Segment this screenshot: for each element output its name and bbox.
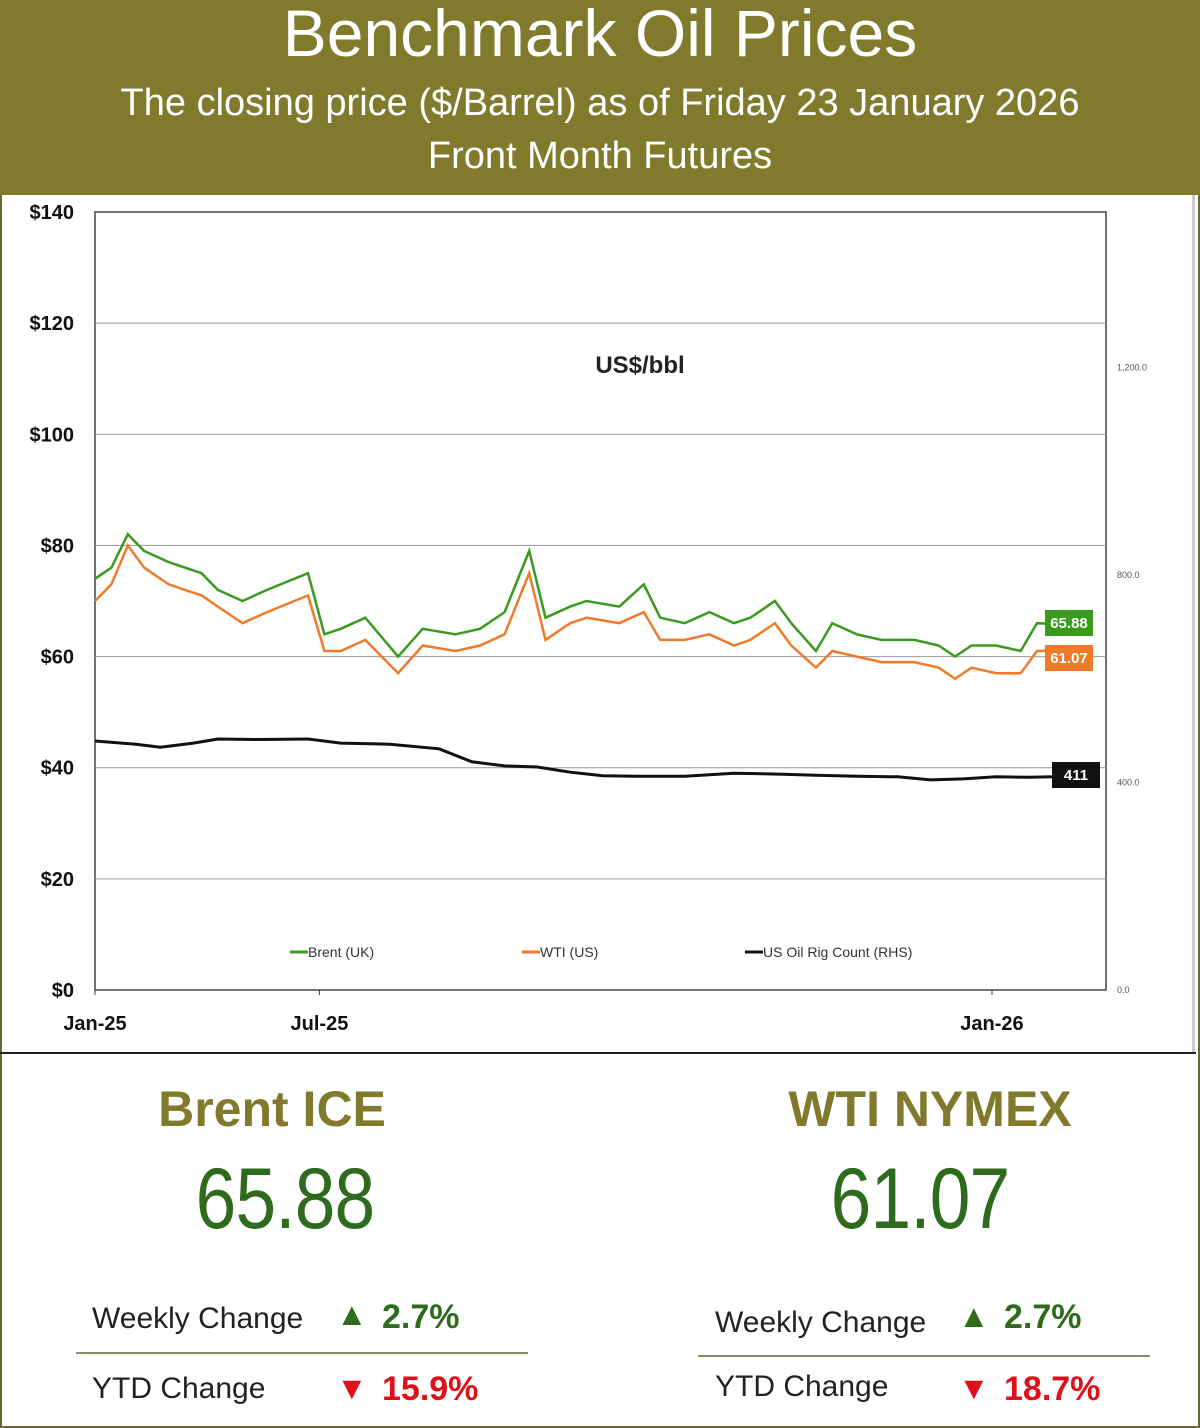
section-divider (0, 1052, 1196, 1054)
y2-tick-label: 400.0 (1117, 778, 1140, 788)
brent-ytd-value: 15.9% (382, 1370, 479, 1408)
end-label-2: 411 (1064, 767, 1088, 784)
legend-label-0: Brent (UK) (308, 944, 374, 960)
y2-tick-label: 1,200.0 (1117, 363, 1147, 373)
chart-title: US$/bbl (595, 352, 684, 379)
series-line-0 (94, 532, 1054, 659)
brent-ytd-down-arrow-icon: ▼ (336, 1370, 368, 1406)
wti-name: WTI NYMEX (788, 1081, 1072, 1137)
wti-weekly-up-arrow-icon: ▲ (958, 1298, 990, 1334)
page-title: Benchmark Oil Prices (282, 0, 918, 70)
brent-weekly-value: 2.7% (382, 1298, 460, 1336)
header-banner: Benchmark Oil Prices The closing price (… (0, 0, 1200, 195)
brent-ytd-label: YTD Change (92, 1372, 266, 1405)
y-tick-label: $80 (41, 535, 74, 557)
x-tick-label: Jul-25 (291, 1013, 349, 1035)
end-label-box-2 (1052, 762, 1100, 788)
y-tick-label: $40 (41, 758, 74, 780)
y-tick-label: $0 (52, 980, 74, 1002)
y2-tick-label: 0.0 (1117, 985, 1130, 995)
plot-border (94, 211, 1107, 991)
wti-ytd-label: YTD Change (715, 1370, 889, 1403)
price-chart: $0 $20 $40 $60 $80 $100 $120 $140 0.0 400.0 800.0 1… (30, 202, 1148, 1035)
wti-separator (698, 1355, 1150, 1357)
wti-ytd-down-arrow-icon: ▼ (958, 1370, 990, 1406)
brent-price: 65.88 (195, 1151, 376, 1247)
series-line-1 (94, 542, 1054, 681)
end-label-1: 61.07 (1050, 650, 1088, 667)
end-label-box-1 (1045, 645, 1093, 671)
wti-weekly-value: 2.7% (1004, 1298, 1082, 1336)
end-label-box-0 (1045, 610, 1093, 636)
wti-ytd-value: 18.7% (1004, 1370, 1101, 1408)
y-tick-label: $60 (41, 647, 74, 669)
y-tick-label: $120 (30, 313, 75, 335)
y-tick-label: $100 (30, 424, 75, 446)
legend-label-2: US Oil Rig Count (RHS) (763, 944, 912, 960)
brent-weekly-label: Weekly Change (92, 1302, 304, 1335)
brent-weekly-up-arrow-icon: ▲ (336, 1296, 368, 1332)
chart-area: $0 $20 $40 $60 $80 $100 $120 $140 0.0 400.0 800.0 1… (0, 195, 1200, 1053)
series-line-2 (94, 737, 1054, 782)
y-tick-label: $140 (30, 202, 75, 224)
wti-weekly-label: Weekly Change (715, 1306, 927, 1339)
end-label-0: 65.88 (1050, 615, 1088, 632)
y2-tick-label: 800.0 (1117, 570, 1140, 580)
legend-label-1: WTI (US) (540, 944, 598, 960)
chart-right-edge (1192, 195, 1195, 1053)
x-tick-label: Jan-25 (63, 1013, 126, 1035)
page-subtitle: The closing price ($/Barrel) as of Frida… (120, 82, 1080, 124)
x-tick-label: Jan-26 (960, 1013, 1023, 1035)
y-tick-label: $20 (41, 869, 74, 891)
page-subtitle-secondary: Front Month Futures (427, 135, 773, 177)
brent-name: Brent ICE (158, 1081, 386, 1137)
brent-separator (76, 1352, 528, 1354)
wti-price: 61.07 (830, 1151, 1011, 1247)
